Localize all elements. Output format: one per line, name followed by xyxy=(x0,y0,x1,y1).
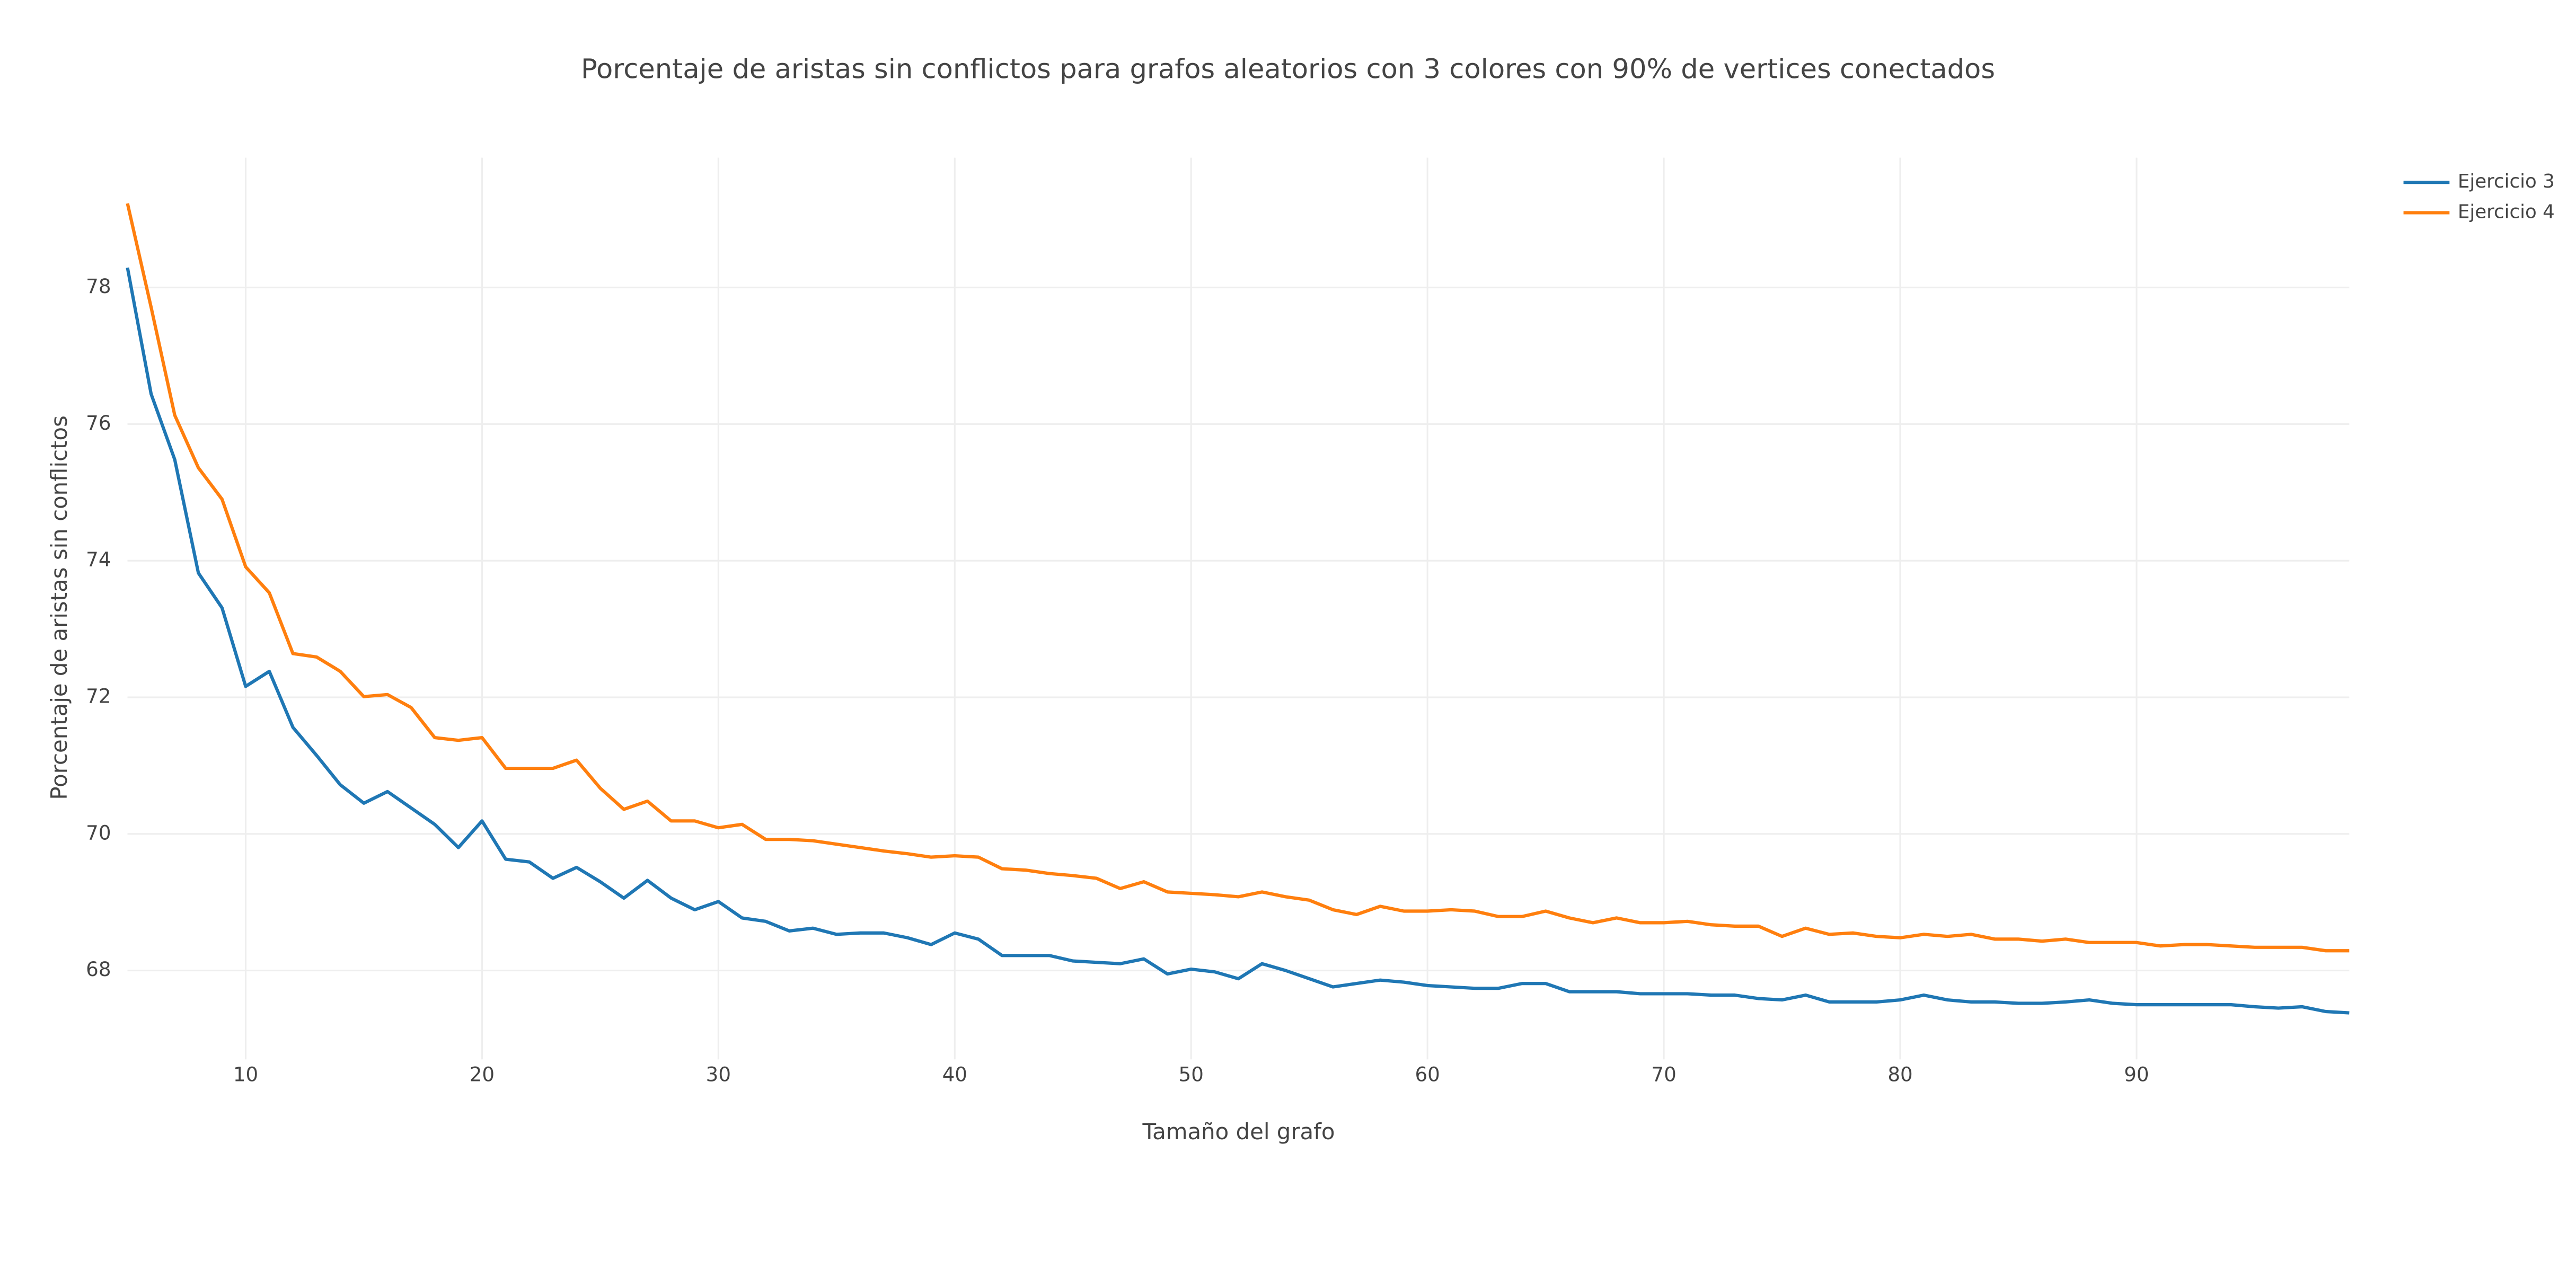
y-axis-title: Porcentaje de aristas sin conflictos xyxy=(46,415,72,800)
y-tick-label: 78 xyxy=(86,274,111,298)
series-line xyxy=(126,267,2350,1015)
x-tick-label: 50 xyxy=(1179,1063,1204,1086)
y-tick-label: 74 xyxy=(86,548,111,571)
series-line xyxy=(126,203,2350,953)
x-tick-label: 20 xyxy=(470,1063,495,1086)
x-tick-label: 40 xyxy=(942,1063,967,1086)
chart-title: Porcentaje de aristas sin conflictos par… xyxy=(581,54,1995,85)
x-tick-label: 10 xyxy=(233,1063,258,1086)
legend-label: Ejercicio 4 xyxy=(2458,201,2555,223)
x-axis-title: Tamaño del grafo xyxy=(1142,1119,1335,1145)
x-tick-label: 90 xyxy=(2124,1063,2149,1086)
y-tick-label: 70 xyxy=(86,821,111,844)
x-tick-label: 30 xyxy=(706,1063,731,1086)
legend-label: Ejercicio 3 xyxy=(2458,171,2555,192)
x-tick-label: 70 xyxy=(1651,1063,1676,1086)
x-tick-label: 80 xyxy=(1887,1063,1912,1086)
x-tick-label: 60 xyxy=(1415,1063,1440,1086)
y-tick-label: 72 xyxy=(86,684,111,707)
y-tick-label: 76 xyxy=(86,411,111,434)
y-tick-label: 68 xyxy=(86,957,111,981)
